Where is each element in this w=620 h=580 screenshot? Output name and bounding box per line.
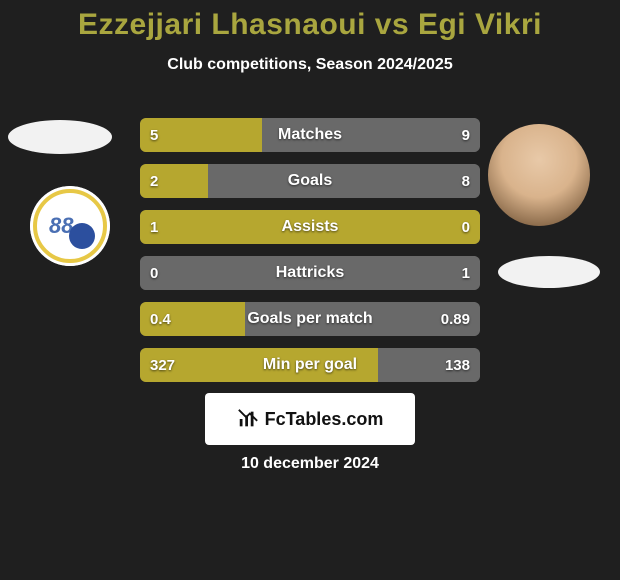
stat-bar: 0.40.89Goals per match (140, 302, 480, 336)
stat-bar: 01Hattricks (140, 256, 480, 290)
stat-bar-left-fill (140, 118, 262, 152)
left-player-oval (8, 120, 112, 154)
stat-bar-left-fill (140, 210, 480, 244)
date-label: 10 december 2024 (0, 455, 620, 473)
chart-icon (237, 408, 259, 430)
subtitle: Club competitions, Season 2024/2025 (0, 56, 620, 74)
stat-bar: 59Matches (140, 118, 480, 152)
stat-bar-right-fill (378, 348, 480, 382)
stat-bar-right-fill (208, 164, 480, 198)
stat-bar-right-fill (245, 302, 480, 336)
stat-bar-right-fill (140, 256, 480, 290)
right-club-oval (498, 256, 600, 288)
stat-bar: 10Assists (140, 210, 480, 244)
soccer-ball-icon (69, 223, 95, 249)
stat-bar-left-fill (140, 302, 245, 336)
comparison-infographic: Ezzejjari Lhasnaoui vs Egi Vikri Club co… (0, 0, 620, 580)
fctables-logo: FcTables.com (205, 393, 415, 445)
right-player-avatar (488, 124, 590, 226)
left-club-badge: 88 (30, 186, 110, 266)
stat-bar: 327138Min per goal (140, 348, 480, 382)
stat-bar-left-fill (140, 164, 208, 198)
comparison-bars: 59Matches 28Goals 10Assists 01Hattricks 0.40… (140, 118, 480, 394)
logo-text: FcTables.com (265, 409, 384, 430)
stat-bar-left-fill (140, 348, 378, 382)
stat-bar-right-fill (262, 118, 480, 152)
page-title: Ezzejjari Lhasnaoui vs Egi Vikri (0, 0, 620, 42)
stat-bar: 28Goals (140, 164, 480, 198)
